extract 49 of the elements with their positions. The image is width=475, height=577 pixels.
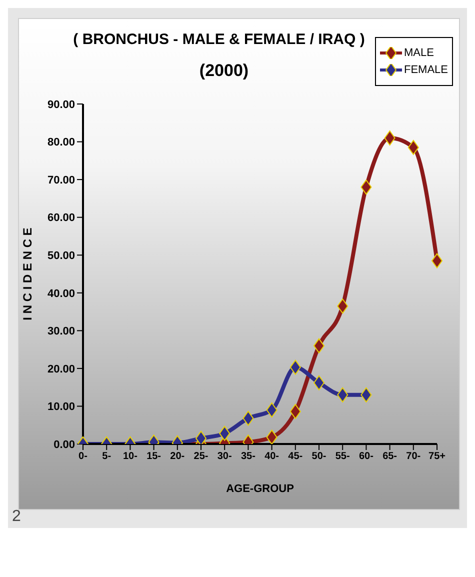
x-tick-label: 20- (170, 451, 185, 462)
chart-subtitle: (2000) (198, 61, 250, 81)
x-tick-label: 15- (146, 451, 162, 462)
x-tick-label: 40- (264, 451, 280, 462)
x-tick-label: 30- (217, 451, 232, 462)
point (337, 387, 348, 402)
x-tick-label: 65- (382, 451, 398, 462)
x-tick-label: 55- (335, 451, 350, 462)
y-tick-label: 0.00 (54, 438, 75, 451)
point (360, 387, 372, 402)
y-tick-label: 90.00 (47, 98, 75, 111)
x-tick-label: 50- (312, 451, 326, 462)
x-axis-title: AGE-GROUP (226, 483, 294, 495)
text: 2 (12, 508, 21, 526)
point (314, 375, 324, 390)
point (337, 298, 348, 314)
point (196, 430, 206, 444)
y-tick-label: 20.00 (47, 363, 75, 376)
y-axis-title: I N C I D E N C E (20, 228, 34, 320)
point (242, 410, 254, 426)
chart-title: ( BRONCHUS - MALE & FEMALE / IRAQ ) (72, 31, 366, 48)
y-tick-label: 10.00 (47, 401, 75, 414)
point (219, 426, 230, 441)
y-tick-label: 60.00 (47, 212, 75, 224)
x-tick-label: 35- (240, 451, 256, 462)
point (408, 140, 419, 155)
point (384, 130, 396, 146)
y-tick-label: 40.00 (47, 288, 75, 300)
point (266, 402, 278, 418)
point (314, 338, 324, 354)
point (290, 404, 301, 420)
x-tick-label: 70- (406, 451, 421, 462)
point (290, 360, 301, 375)
x-tick-label: 10- (122, 451, 138, 462)
point (266, 430, 278, 444)
y-tick-label: 50.00 (47, 250, 75, 262)
point (432, 253, 442, 268)
x-tick-label: 45- (288, 451, 303, 462)
x-tick-label: 60- (358, 451, 374, 462)
x-tick-label: 0- (78, 451, 88, 462)
y-tick-label: 70.00 (47, 174, 75, 186)
x-tick-label: 25- (194, 451, 208, 462)
legend-label: MALE (404, 47, 434, 59)
x-tick-label: 5- (102, 451, 112, 462)
legend-label: FEMALE (404, 64, 448, 76)
x-tick-label: 75+ (428, 451, 446, 462)
point (360, 180, 372, 195)
y-tick-label: 80.00 (47, 136, 75, 149)
y-tick-label: 30.00 (47, 326, 75, 338)
